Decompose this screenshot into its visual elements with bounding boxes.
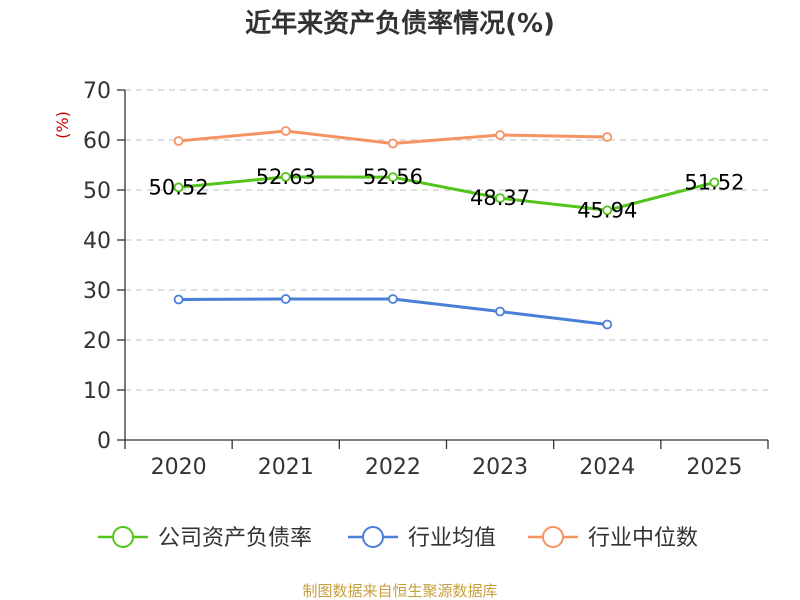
data-point (495, 193, 505, 204)
data-point (173, 182, 184, 193)
data-point (173, 294, 184, 305)
y-tick-label: 50 (83, 179, 111, 204)
data-point (495, 306, 505, 317)
y-axis-unit-label: (%) (53, 111, 72, 139)
axes: 0 10 20 30 40 50 60 70 2020 2021 2022 2023 2024 2025 (83, 79, 769, 480)
data-point (280, 171, 291, 182)
x-tick-label: 2023 (472, 455, 528, 480)
x-tick-label: 2022 (365, 455, 421, 480)
data-point (280, 294, 291, 304)
y-tick-label: 10 (83, 379, 111, 404)
x-tick-label: 2024 (579, 455, 635, 480)
legend-label: 公司资产负债率 (158, 526, 312, 551)
legend-marker (112, 526, 134, 548)
data-point (602, 132, 613, 142)
data-label: 52.56 (363, 165, 423, 189)
x-tick-label: 2021 (258, 455, 314, 480)
series-lines (173, 126, 720, 330)
data-point (280, 126, 291, 136)
data-label: 51.52 (684, 170, 744, 194)
data-label: 45.94 (577, 198, 637, 222)
y-tick-label: 30 (83, 279, 111, 304)
data-labels: 50.52 52.63 52.56 48.37 45.94 51.52 (149, 165, 745, 222)
data-label: 52.63 (256, 165, 316, 189)
y-tick-label: 40 (83, 229, 111, 254)
data-point (388, 138, 398, 149)
y-tick-label: 20 (83, 329, 111, 354)
y-tick-label: 0 (97, 429, 111, 454)
legend-label: 行业均值 (408, 526, 496, 551)
data-label: 50.52 (149, 175, 209, 199)
data-label: 48.37 (470, 186, 530, 210)
legend-item-2[interactable]: 行业中位数 (528, 526, 698, 551)
data-point (388, 294, 398, 304)
series-line-0 (178, 175, 715, 212)
data-point (495, 130, 505, 140)
data-point (709, 177, 720, 188)
y-tick-label: 60 (83, 129, 111, 154)
legend: 公司资产负债率 行业均值 行业中位数 (98, 526, 698, 551)
x-tick-label: 2020 (151, 455, 207, 480)
data-point (602, 319, 613, 330)
legend-marker (362, 526, 384, 548)
y-tick-label: 70 (83, 79, 111, 104)
legend-marker (542, 526, 564, 548)
legend-item-1[interactable]: 行业均值 (348, 526, 496, 551)
legend-item-0[interactable]: 公司资产负债率 (98, 526, 312, 551)
data-source-note: 制图数据来自恒生聚源数据库 (302, 582, 497, 600)
data-point (388, 172, 398, 183)
legend-label: 行业中位数 (588, 526, 698, 551)
x-tick-label: 2025 (686, 455, 742, 480)
grid-lines (125, 89, 768, 391)
data-point (173, 136, 184, 146)
data-point (602, 205, 613, 216)
chart-title: 近年来资产负债率情况(%) (245, 8, 555, 39)
